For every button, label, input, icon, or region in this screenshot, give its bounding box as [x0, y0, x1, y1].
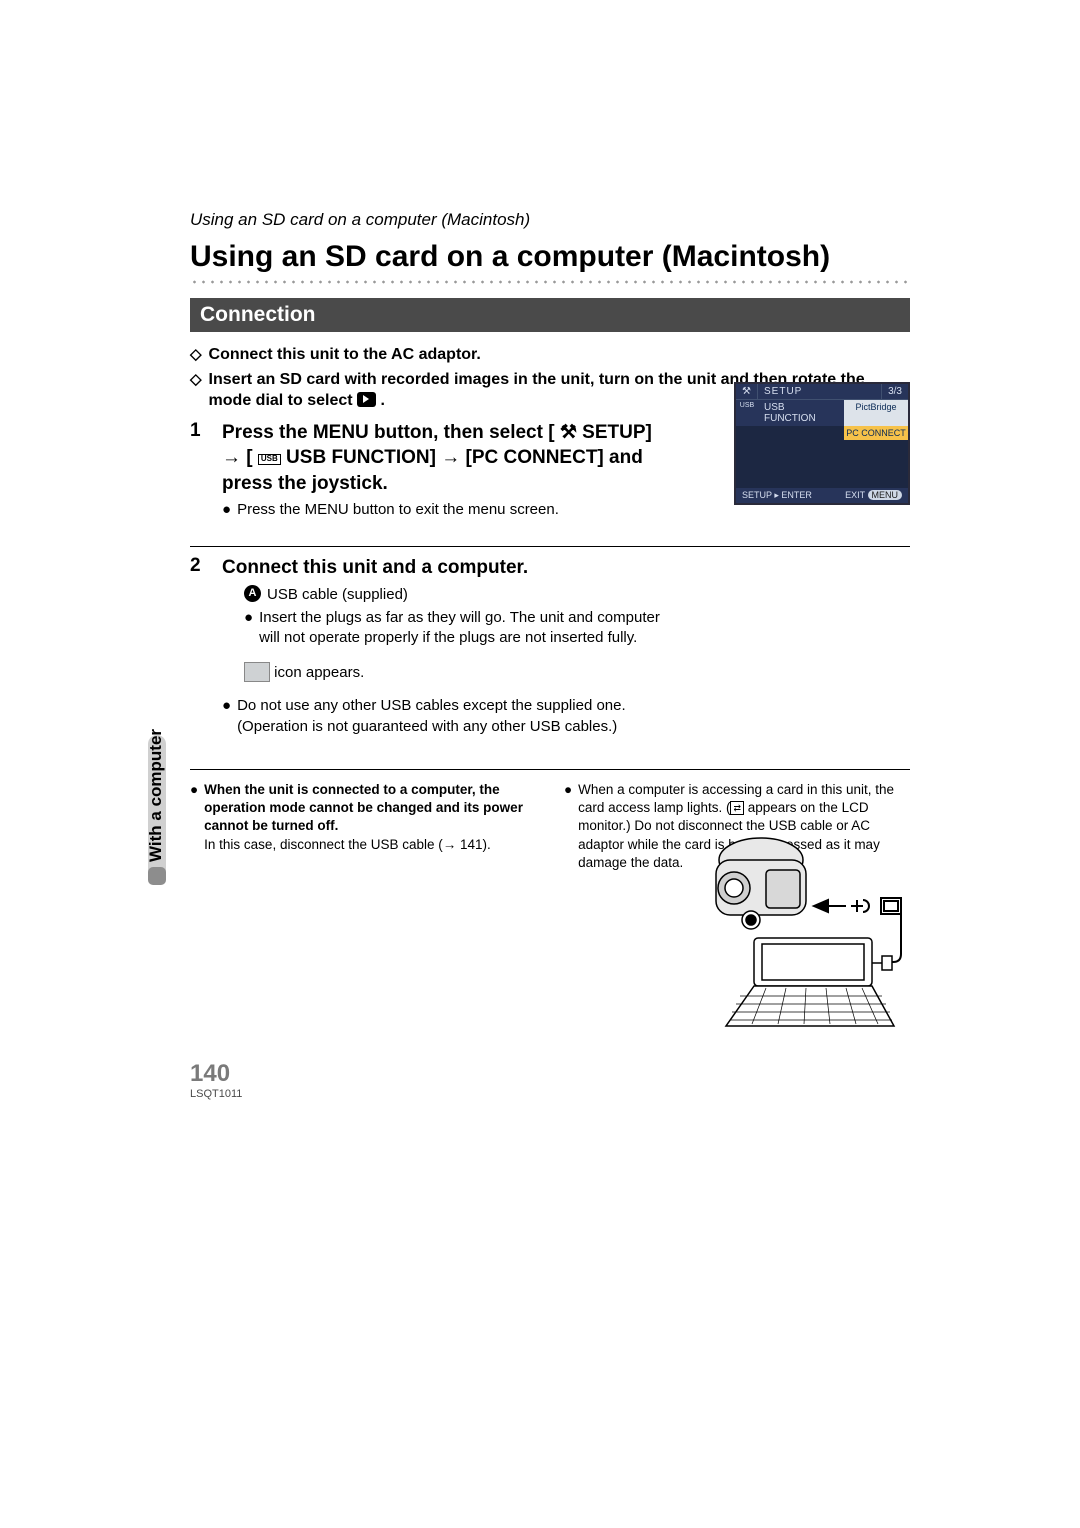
menu-row-selected: PC CONNECT — [736, 426, 908, 440]
menu-body-empty — [736, 440, 908, 488]
web-icon — [244, 662, 270, 682]
menu-tools-icon: ⚒ — [736, 384, 758, 399]
step-2-heading: Connect this unit and a computer. — [222, 555, 672, 581]
page-number: 140 — [190, 1060, 230, 1088]
card-access-icon: ⇄ — [730, 801, 744, 815]
step-1-heading: Press the MENU button, then select [ ⚒ S… — [222, 420, 652, 497]
label-a-icon: A — [244, 585, 261, 602]
divider — [190, 546, 910, 547]
menu-row-usb: USB USB FUNCTION PictBridge — [736, 400, 908, 426]
step-2-number: 2 — [190, 555, 208, 737]
diamond-icon: ◇ — [190, 344, 202, 365]
connection-diagram: A — [696, 830, 910, 1030]
notes-left-column: ● When the unit is connected to a comput… — [190, 778, 536, 872]
diamond-icon: ◇ — [190, 369, 202, 390]
step-2: 2 Connect this unit and a computer. A US… — [190, 555, 910, 755]
title-dots — [190, 278, 910, 286]
menu-footer: SETUP ▸ ENTER EXIT MENU — [736, 488, 908, 503]
note-left: ● When the unit is connected to a comput… — [190, 781, 536, 854]
menu-title: SETUP — [758, 384, 881, 399]
step-2-subbullet: ● Insert the plugs as far as they will g… — [222, 608, 672, 649]
side-tab-marker — [148, 867, 166, 885]
step-2-bullet2: ● Do not use any other USB cables except… — [222, 696, 672, 737]
step-1-number: 1 — [190, 420, 208, 520]
step-2-label-a: A USB cable (supplied) — [222, 585, 672, 605]
playback-mode-icon — [357, 392, 376, 407]
step-2-iconline: icon appears. — [244, 662, 672, 682]
divider — [190, 769, 910, 770]
menu-footer-right: EXIT MENU — [845, 490, 902, 501]
side-tab-label: With a computer — [146, 729, 166, 862]
section-heading: Connection — [190, 298, 910, 332]
menu-option-pcconnect: PC CONNECT — [844, 426, 908, 440]
menu-usb-icon: USB — [736, 400, 758, 426]
usb-icon: USB — [258, 454, 281, 465]
running-header: Using an SD card on a computer (Macintos… — [190, 210, 910, 230]
menu-footer-left: SETUP ▸ ENTER — [742, 490, 812, 501]
page-content: Using an SD card on a computer (Macintos… — [190, 210, 910, 872]
menu-option-pictbridge: PictBridge — [844, 400, 908, 426]
tools-icon: ⚒ — [560, 422, 577, 443]
step-1-bullet: ● Press the MENU button to exit the menu… — [222, 500, 652, 520]
menu-exit-badge: MENU — [868, 490, 903, 500]
menu-header: ⚒ SETUP 3/3 — [736, 384, 908, 400]
menu-page-indicator: 3/3 — [881, 384, 908, 399]
menu-row-label: USB FUNCTION — [758, 400, 844, 426]
prestep-1: ◇ Connect this unit to the AC adaptor. — [190, 344, 910, 366]
document-code: LSQT1011 — [190, 1088, 242, 1100]
page-title: Using an SD card on a computer (Macintos… — [190, 240, 910, 274]
menu-screenshot: ⚒ SETUP 3/3 USB USB FUNCTION PictBridge … — [734, 382, 910, 505]
prestep-1-text: Connect this unit to the AC adaptor. — [209, 344, 481, 366]
